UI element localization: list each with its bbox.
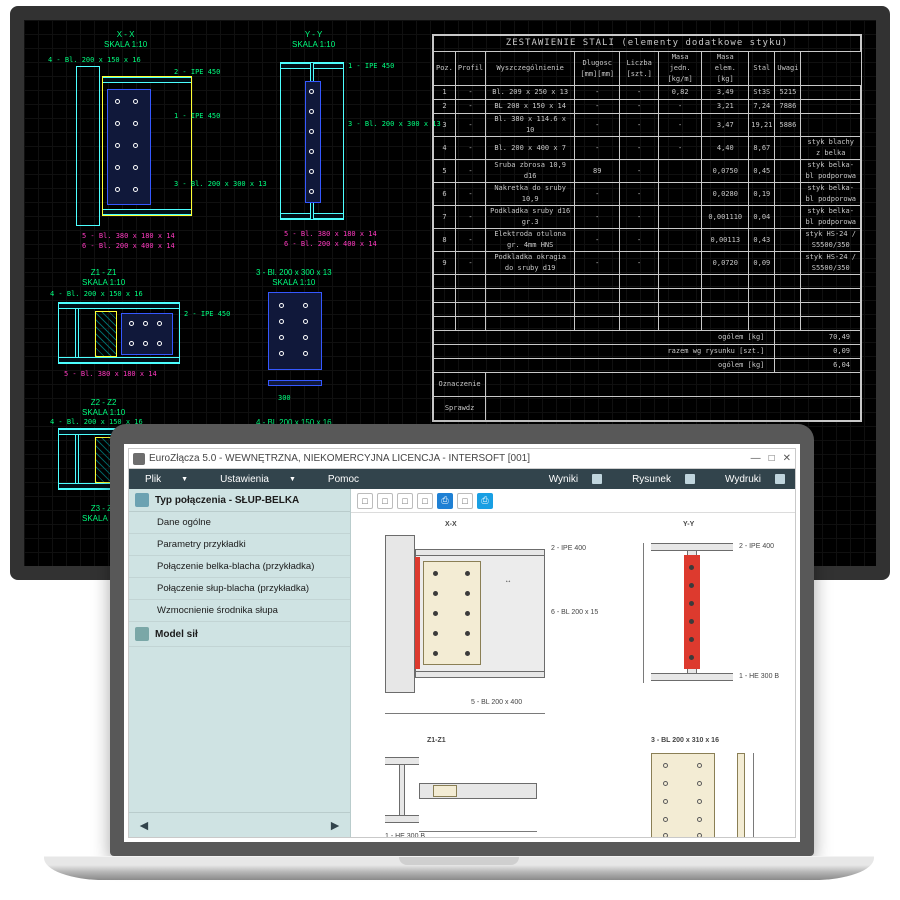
dwg-leader: 1 - HE 300 B	[739, 673, 779, 681]
dwg-endplate	[415, 557, 420, 669]
cad-leader: 4 - Bl. 200 x 150 x 16	[48, 56, 141, 64]
titlebar: EuroZłącza 5.0 - WEWNĘTRZNA, NIEKOMERCYJ…	[129, 449, 795, 469]
document-toolbar: □ □ □ □ ⎙ □ ⎙	[351, 489, 795, 513]
cad-dim: 300	[278, 394, 291, 402]
nav-next-button[interactable]: ►	[328, 817, 342, 833]
cad-leader: 3 - Bl. 200 x 300 x 13	[174, 180, 267, 188]
cad-dim: 5 - Bl. 380 x 180 x 14	[82, 232, 175, 240]
cad-column	[76, 66, 100, 226]
cad-leader: 4 - Bl. 200 x 150 x 16	[50, 290, 143, 298]
cad-z1	[58, 302, 180, 364]
tb-open-icon[interactable]: □	[377, 493, 393, 509]
tb-save-icon[interactable]: □	[397, 493, 413, 509]
dwg-leader: 5 - BL 200 x 400	[471, 699, 522, 707]
steel-table: ZESTAWIENIE STALI (elementy dodatkowe st…	[432, 34, 862, 422]
cad-plate3-side	[268, 380, 322, 386]
cad-dim: 6 - Bl. 200 x 400 x 14	[82, 242, 175, 250]
right-tab-bar: Wyniki Rysunek Wydruki	[529, 469, 795, 489]
dwg-xx-title: X-X	[445, 521, 457, 529]
drawing-canvas[interactable]: X-X ↕ 2 - IPE 400 6 - BL 200 x 15	[351, 513, 795, 837]
cad-dim: 5 - Bl. 380 x 180 x 14	[64, 370, 157, 378]
sidebar-header[interactable]: Typ połączenia - SŁUP-BELKA	[129, 489, 350, 512]
dwg-leader: 2 - IPE 400	[551, 545, 586, 553]
dwg-column	[385, 535, 415, 693]
app-window: EuroZłącza 5.0 - WEWNĘTRZNA, NIEKOMERCYJ…	[128, 448, 796, 838]
sign-label: Oznaczenie	[434, 373, 486, 397]
sidebar-item-web-stiffener[interactable]: Wzmocnienie środnika słupa	[129, 600, 350, 622]
cad-ibeam	[280, 62, 344, 220]
dwg-plate3-side	[737, 753, 745, 837]
cad-z2-title: Z2 - Z2SKALA 1:10	[82, 398, 125, 418]
sidebar-item-column-plate[interactable]: Połączenie słup-blacha (przykładka)	[129, 578, 350, 600]
print-icon	[775, 474, 785, 484]
cad-xx-title: X - XSKALA 1:10	[104, 30, 147, 50]
dwg-leader: 2 - IPE 400	[739, 543, 774, 551]
cad-beam	[102, 76, 192, 216]
tb-print2-icon[interactable]: ⎙	[477, 493, 493, 509]
dwg-leader: 6 - BL 200 x 15	[551, 609, 598, 617]
content-pane: □ □ □ □ ⎙ □ ⎙ X-X	[351, 489, 795, 837]
window-title: EuroZłącza 5.0 - WEWNĘTRZNA, NIEKOMERCYJ…	[149, 453, 530, 464]
cad-leader: 1 - IPE 450	[174, 112, 220, 120]
cad-leader: 2 - IPE 450	[174, 68, 220, 76]
tab-drawing[interactable]: Rysunek	[612, 474, 705, 485]
tb-page-icon[interactable]: □	[457, 493, 473, 509]
sidebar-item-general[interactable]: Dane ogólne	[129, 512, 350, 534]
results-icon	[592, 474, 602, 484]
cad-leader: 2 - IPE 450	[184, 310, 230, 318]
tab-results[interactable]: Wyniki	[529, 474, 612, 485]
cad-leader: 1 - IPE 450	[348, 62, 394, 70]
tb-new-icon[interactable]: □	[357, 493, 373, 509]
nav-prev-button[interactable]: ◄	[137, 817, 151, 833]
cad-z1-title: Z1 - Z1SKALA 1:10	[82, 268, 125, 288]
cad-yy-title: Y - YSKALA 1:10	[292, 30, 335, 50]
dwg-yy-title: Y-Y	[683, 521, 694, 529]
cad-p3-title: 3 - Bl. 200 x 300 x 13SKALA 1:10	[256, 268, 332, 288]
drawing-icon	[685, 474, 695, 484]
laptop: EuroZłącza 5.0 - WEWNĘTRZNA, NIEKOMERCYJ…	[110, 424, 814, 856]
sidebar-item-plate-params[interactable]: Parametry przykładki	[129, 534, 350, 556]
min-button[interactable]: —	[751, 454, 761, 464]
sidebar: Typ połączenia - SŁUP-BELKA Dane ogólne …	[129, 489, 351, 837]
cad-dim: 6 - Bl. 200 x 400 x 14	[284, 240, 377, 248]
app-icon	[133, 453, 145, 465]
connection-type-icon	[135, 493, 149, 507]
menubar: Plik▼ Ustawienia▼ Pomoc Wyniki Rysunek W…	[129, 469, 795, 489]
laptop-base	[44, 856, 874, 880]
sidebar-nav: ◄ ►	[129, 812, 350, 837]
max-button[interactable]: □	[769, 454, 775, 464]
sidebar-item-beam-plate[interactable]: Połączenie belka-blacha (przykładka)	[129, 556, 350, 578]
dwg-z1-title: Z1-Z1	[427, 737, 446, 745]
close-button[interactable]: ✕	[783, 454, 791, 464]
menu-file[interactable]: Plik▼	[129, 474, 204, 485]
laptop-notch	[399, 857, 519, 865]
steel-table-title: ZESTAWIENIE STALI (elementy dodatkowe st…	[434, 36, 861, 52]
dwg-plate3-title: 3 - BL 200 x 310 x 16	[651, 737, 719, 745]
sidebar-forces-label: Model sił	[155, 629, 198, 640]
menu-help[interactable]: Pomoc	[312, 474, 375, 485]
tab-print[interactable]: Wydruki	[705, 474, 795, 485]
sign-label: Sprawdz	[434, 397, 486, 421]
menu-settings[interactable]: Ustawienia▼	[204, 474, 312, 485]
dwg-plate3	[651, 753, 715, 837]
tb-print-icon[interactable]: ⎙	[437, 493, 453, 509]
dwg-plate	[423, 561, 481, 665]
cad-leader: 3 - Bl. 200 x 300 x 13	[348, 120, 441, 128]
cad-plate3	[268, 292, 322, 370]
dwg-leader: 1 - HE 300 B	[385, 833, 425, 837]
forces-icon	[135, 627, 149, 641]
sidebar-header-label: Typ połączenia - SŁUP-BELKA	[155, 495, 299, 506]
cad-dim: 5 - Bl. 380 x 180 x 14	[284, 230, 377, 238]
sidebar-forces-header[interactable]: Model sił	[129, 622, 350, 647]
tb-copy-icon[interactable]: □	[417, 493, 433, 509]
